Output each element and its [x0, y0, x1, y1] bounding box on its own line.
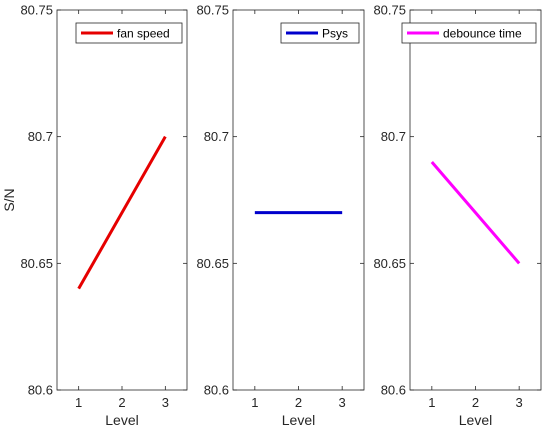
- legend-box: [75, 22, 183, 44]
- x-tick-label: 2: [472, 395, 479, 410]
- panel-fan-speed: 80.6 80.65 80.7 80.75 1 2 3 Level S/N fan speed: [1, 3, 188, 428]
- axes-box: [409, 9, 542, 391]
- y-tick-label: 80.65: [196, 256, 229, 271]
- legend-label: debounce time: [443, 27, 522, 41]
- y-tick-label: 80.6: [204, 383, 229, 398]
- y-tick-label: 80.65: [373, 256, 406, 271]
- x-tick-label: 3: [339, 395, 346, 410]
- y-tick-label: 80.75: [196, 3, 229, 18]
- y-tick-label: 80.6: [28, 383, 53, 398]
- y-tick-label: 80.75: [373, 3, 406, 18]
- y-tick-label: 80.75: [20, 3, 53, 18]
- legend-box: [401, 22, 537, 44]
- y-axis-label: S/N: [1, 188, 17, 211]
- y-tick-label: 80.6: [381, 383, 406, 398]
- legend-label: fan speed: [117, 27, 170, 41]
- x-tick-label: 2: [295, 395, 302, 410]
- x-tick-label: 1: [428, 395, 435, 410]
- axes-box: [56, 9, 188, 391]
- x-tick-label: 3: [162, 395, 169, 410]
- series-line: [430, 161, 521, 265]
- x-tick-label: 3: [516, 395, 523, 410]
- legend-box: [280, 22, 360, 44]
- panel-psys: 80.6 80.65 80.7 80.75 1 2 3 Level Psys: [196, 3, 365, 428]
- panel-debounce-time: 80.6 80.65 80.7 80.75 1 2 3 Level debounce time: [373, 3, 542, 428]
- y-tick-label: 80.65: [20, 256, 53, 271]
- legend-label: Psys: [322, 27, 348, 41]
- x-axis-label: Level: [282, 412, 315, 428]
- x-tick-label: 2: [118, 395, 125, 410]
- x-tick-label: 1: [251, 395, 258, 410]
- x-tick-label: 1: [75, 395, 82, 410]
- y-tick-label: 80.7: [381, 129, 406, 144]
- x-axis-label: Level: [105, 412, 138, 428]
- x-axis-label: Level: [459, 412, 492, 428]
- y-tick-label: 80.7: [204, 129, 229, 144]
- axes-box: [232, 9, 365, 391]
- series-line: [77, 135, 167, 290]
- y-tick-label: 80.7: [28, 129, 53, 144]
